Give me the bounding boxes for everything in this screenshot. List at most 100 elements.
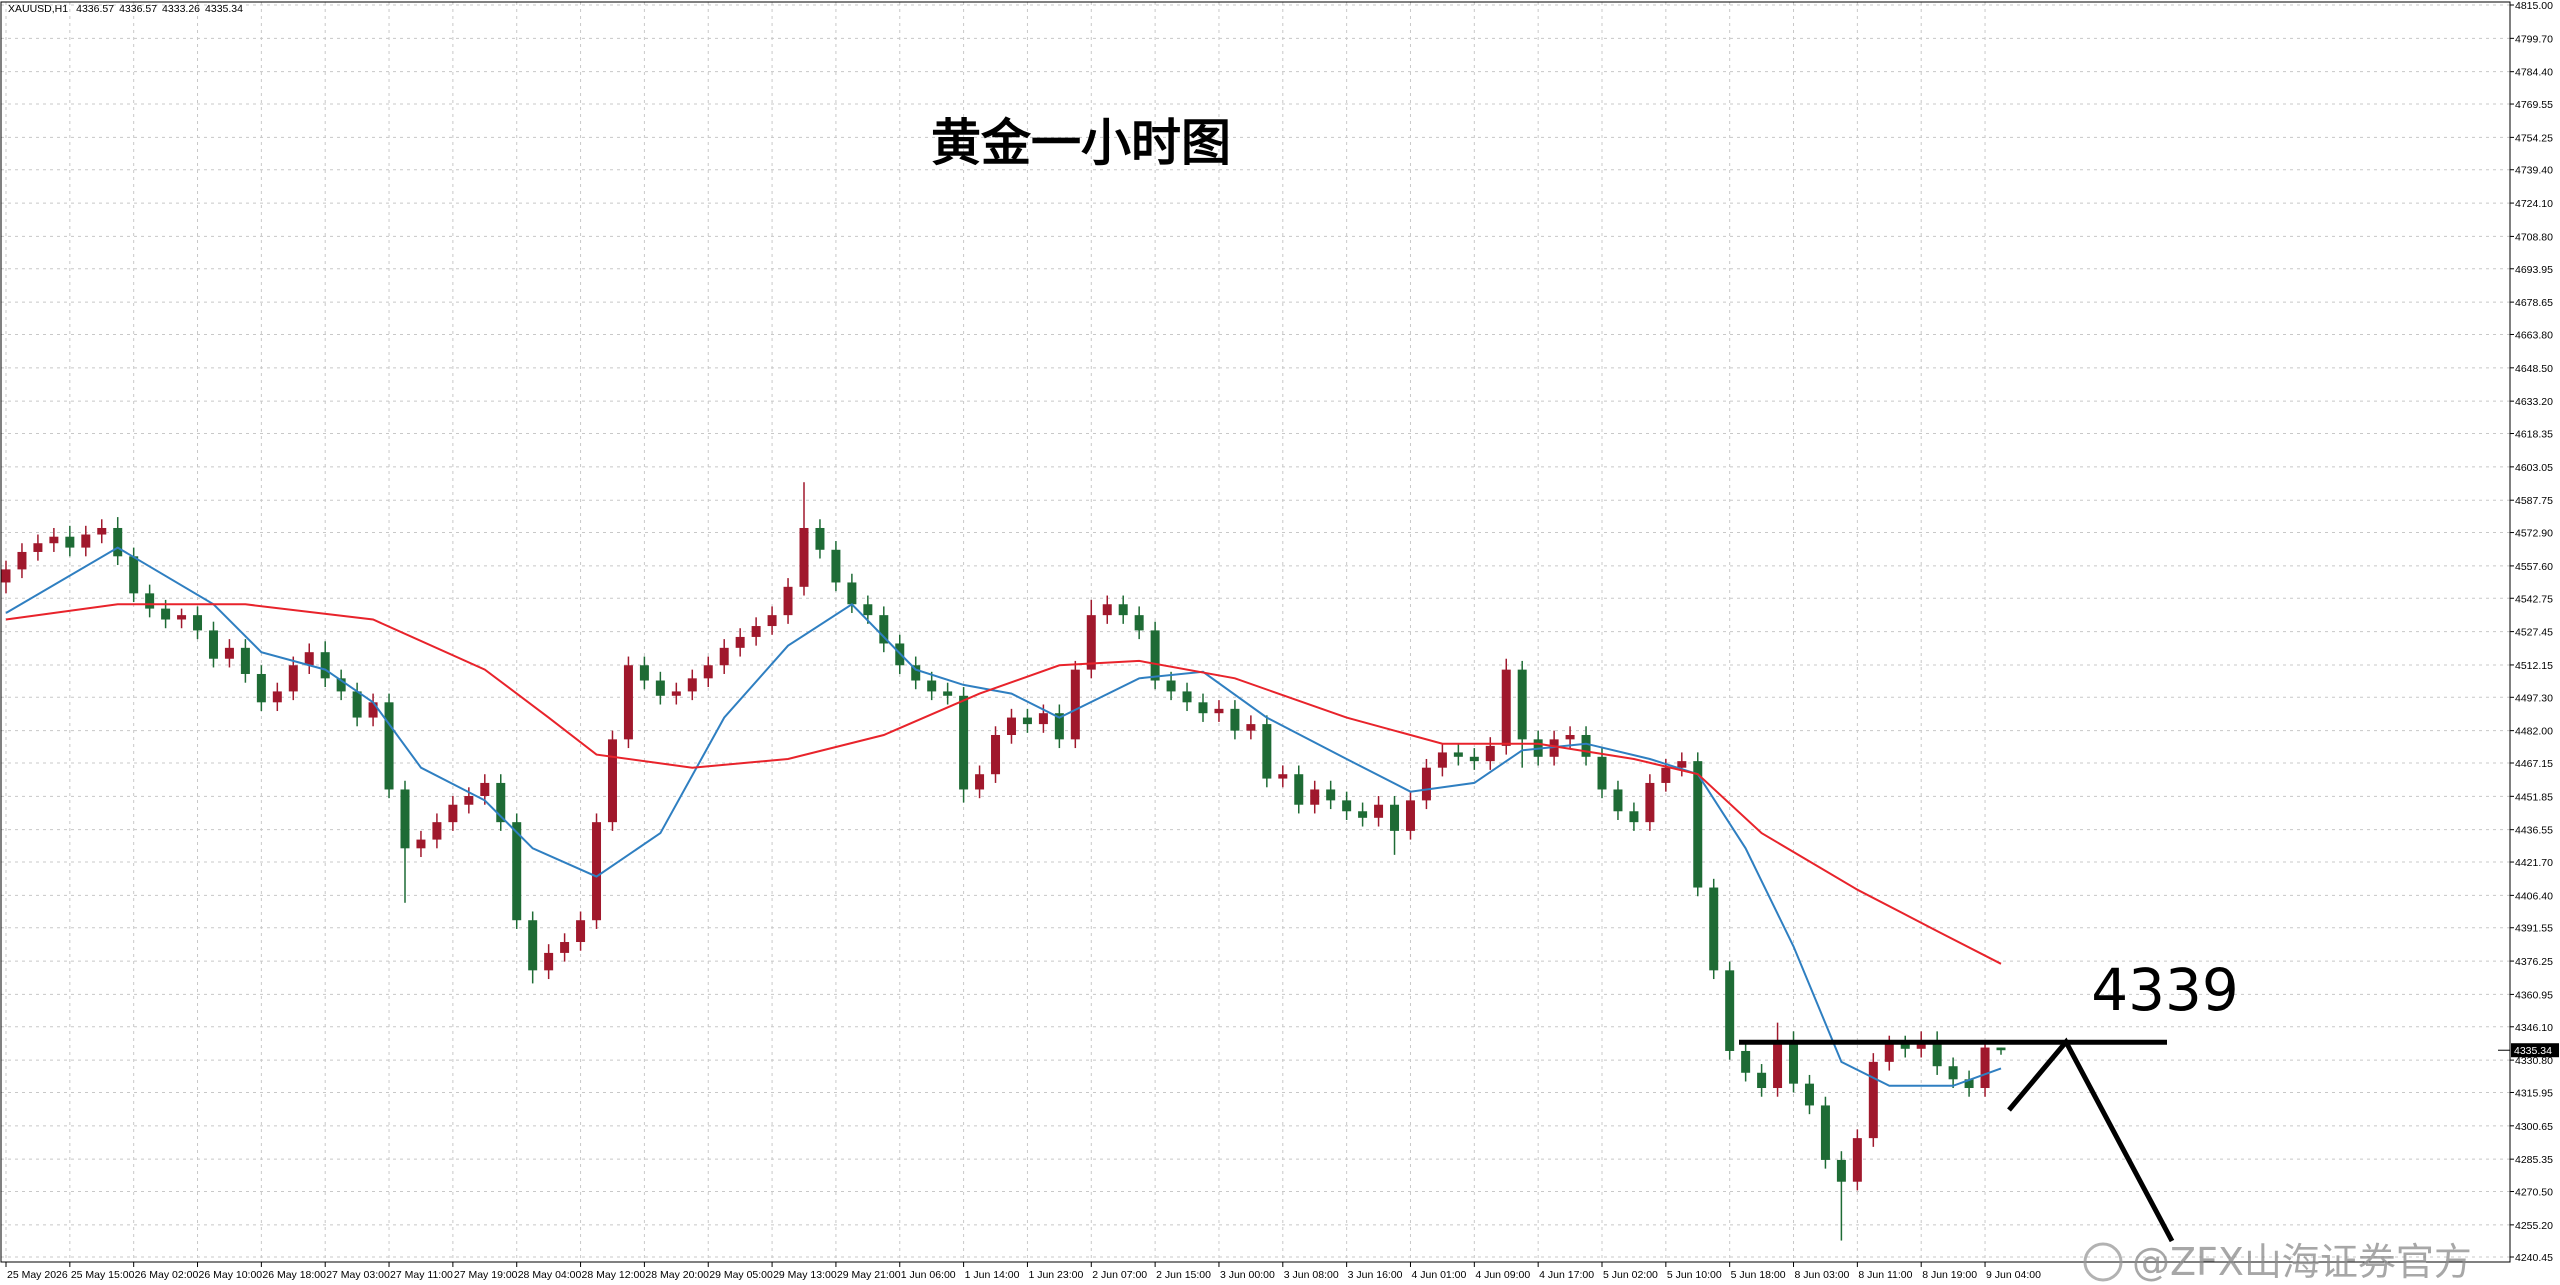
y-tick-label: 4436.55 — [2515, 825, 2553, 837]
candle-body — [1996, 1047, 2006, 1051]
x-tick-label: 3 Jun 16:00 — [1348, 1269, 1403, 1281]
candle-body — [1549, 739, 1559, 757]
chart-title: 黄金一小时图 — [931, 114, 1231, 172]
x-tick-label: 3 Jun 08:00 — [1284, 1269, 1339, 1281]
y-tick-label: 4815.00 — [2515, 0, 2553, 12]
candle-body — [1964, 1079, 1974, 1089]
candle-body — [352, 691, 362, 718]
x-tick-label: 8 Jun 11:00 — [1858, 1269, 1912, 1281]
y-tick-label: 4406.40 — [2515, 890, 2553, 902]
candle-body — [1294, 774, 1304, 805]
y-tick-label: 4285.35 — [2515, 1154, 2553, 1166]
y-tick-label: 4739.40 — [2515, 165, 2553, 177]
x-tick-label: 25 May 2026 — [7, 1269, 68, 1281]
candle-body — [1358, 811, 1368, 818]
candle-body — [975, 774, 985, 790]
watermark-text: @ZFX山海证券官方 — [2132, 1240, 2472, 1284]
x-tick-label: 2 Jun 15:00 — [1156, 1269, 1211, 1281]
candle-body — [927, 680, 937, 692]
candle-body — [1150, 630, 1160, 681]
header-low: 4333.26 — [162, 3, 200, 15]
candle-body — [1836, 1159, 1846, 1182]
candle-body — [1852, 1138, 1862, 1182]
x-tick-label: 26 May 18:00 — [262, 1269, 326, 1281]
candle-body — [1022, 717, 1032, 725]
x-tick-label: 26 May 02:00 — [135, 1269, 199, 1281]
current-price-box — [2511, 1043, 2559, 1058]
candle-body — [799, 527, 809, 587]
header: XAUUSD,H1 4336.57 4336.57 4333.26 4335.34 — [8, 3, 243, 15]
candle-body — [81, 534, 91, 548]
y-tick-label: 4512.15 — [2515, 660, 2553, 672]
candle-body — [576, 920, 586, 943]
candle-body — [703, 665, 713, 679]
candle-body — [1214, 708, 1224, 714]
candle-body — [1645, 782, 1655, 823]
y-tick-label: 4769.55 — [2515, 99, 2553, 111]
x-tick-label: 26 May 10:00 — [199, 1269, 263, 1281]
y-tick-label: 4527.45 — [2515, 627, 2553, 639]
x-tick-label: 28 May 20:00 — [645, 1269, 709, 1281]
y-tick-label: 4270.50 — [2515, 1187, 2553, 1199]
y-tick-label: 4693.95 — [2515, 264, 2553, 276]
candle-body — [1390, 804, 1400, 831]
candle-body — [1661, 767, 1671, 783]
candle-body — [607, 739, 617, 823]
candle-body — [320, 652, 330, 679]
x-tick-label: 28 May 12:00 — [582, 1269, 646, 1281]
y-tick-label: 4376.25 — [2515, 956, 2553, 968]
candle-body — [1629, 811, 1639, 823]
candle-body — [879, 615, 889, 644]
candle-body — [224, 647, 234, 659]
candle-body — [1725, 970, 1735, 1051]
grid — [1, 2, 2510, 1262]
candle-body — [256, 673, 266, 703]
x-tick-label: 27 May 19:00 — [454, 1269, 518, 1281]
candle-body — [480, 782, 490, 797]
x-tick-label: 29 May 13:00 — [773, 1269, 837, 1281]
x-tick-label: 28 May 04:00 — [518, 1269, 582, 1281]
candle-body — [1932, 1040, 1942, 1067]
candle-body — [336, 678, 346, 692]
candle-body — [735, 636, 745, 648]
y-tick-label: 4572.90 — [2515, 528, 2553, 540]
symbol: XAUUSD,H1 — [8, 3, 68, 15]
candle-body — [1262, 724, 1272, 779]
candle-body — [1693, 761, 1703, 888]
candle-body — [1709, 887, 1719, 971]
x-tick-label: 5 Jun 10:00 — [1667, 1269, 1722, 1281]
y-tick-label: 4557.60 — [2515, 561, 2553, 573]
candle-body — [272, 691, 282, 703]
candle-body — [1773, 1040, 1783, 1089]
candle-body — [33, 543, 43, 552]
x-tick-label: 4 Jun 17:00 — [1539, 1269, 1594, 1281]
candle-body — [65, 536, 75, 548]
y-tick-label: 4360.95 — [2515, 989, 2553, 1001]
x-tick-label: 8 Jun 19:00 — [1922, 1269, 1977, 1281]
x-tick-label: 5 Jun 02:00 — [1603, 1269, 1658, 1281]
y-tick-label: 4315.95 — [2515, 1087, 2553, 1099]
candle-body — [831, 549, 841, 583]
header-open: 4336.57 — [76, 3, 114, 15]
x-tick-label: 1 Jun 14:00 — [965, 1269, 1020, 1281]
y-tick-label: 4451.85 — [2515, 791, 2553, 803]
candle-body — [1565, 734, 1575, 740]
candle-body — [544, 952, 554, 971]
candle-body — [1006, 717, 1016, 735]
candle-body — [97, 527, 107, 535]
y-tick-label: 4708.80 — [2515, 231, 2553, 243]
candle-body — [1342, 800, 1352, 812]
y-tick-label: 4391.55 — [2515, 923, 2553, 935]
candle-body — [815, 527, 825, 550]
x-tick-label: 3 Jun 00:00 — [1220, 1269, 1275, 1281]
candle-body — [17, 551, 27, 570]
candle-body — [1804, 1083, 1814, 1106]
y-tick-label: 4421.70 — [2515, 857, 2553, 869]
candle-body — [1900, 1044, 1910, 1049]
y-tick-label: 4648.50 — [2515, 363, 2553, 375]
y-tick-label: 4482.00 — [2515, 726, 2553, 738]
candle-body — [1613, 789, 1623, 812]
candle-body — [1501, 669, 1511, 746]
y-tick-label: 4724.10 — [2515, 198, 2553, 210]
